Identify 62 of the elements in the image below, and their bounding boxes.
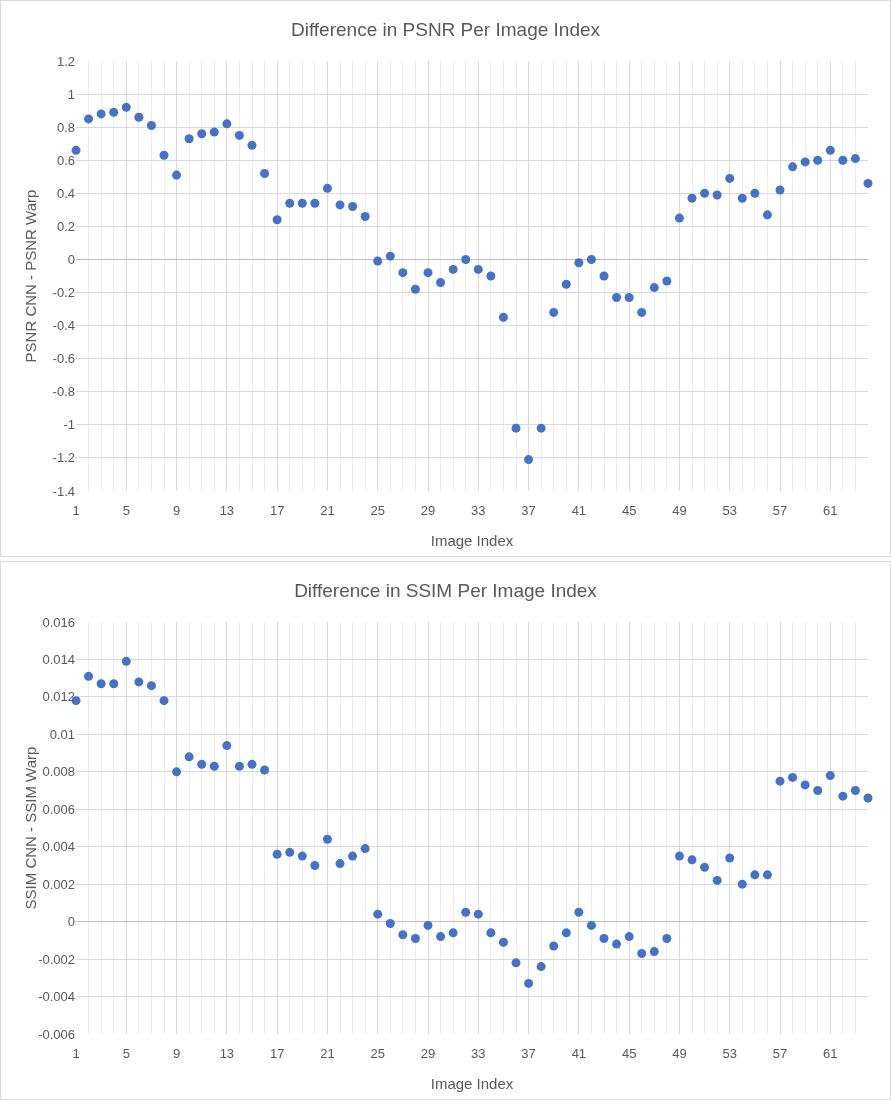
y-tick-label: 0.016 [42, 614, 75, 630]
x-tick-label: 45 [621, 503, 637, 518]
x-tick-label: 9 [172, 503, 181, 518]
x-tick-label: 53 [722, 1046, 737, 1061]
x-tick-label: 61 [823, 503, 838, 518]
y-tick-label: -0.6 [52, 351, 75, 367]
y-tick-label: 0 [67, 252, 75, 268]
x-tick-label: 25 [370, 1046, 385, 1061]
x-axis-title: Image Index [430, 532, 514, 549]
y-tick-label: 0.2 [56, 218, 75, 234]
chart-title: Difference in SSIM Per Image Index [294, 579, 598, 601]
y-tick-label: -0.2 [52, 285, 75, 301]
x-tick-label: 5 [122, 503, 130, 518]
y-axis-title: PSNR CNN - PSNR Warp [22, 189, 39, 363]
x-tick-label: 5 [122, 1046, 130, 1061]
x-tick-label: 49 [672, 1046, 687, 1061]
y-tick-label: -1.4 [52, 483, 75, 499]
x-tick-label: 53 [722, 503, 737, 518]
x-tick-label: 21 [320, 1046, 335, 1061]
x-tick-label: 17 [269, 1046, 285, 1061]
y-tick-label: -0.8 [52, 384, 75, 400]
x-tick-label: 41 [571, 503, 587, 518]
x-tick-label: 9 [172, 1046, 181, 1061]
y-tick-label: 0.01 [49, 726, 75, 742]
y-tick-label: 0.004 [42, 839, 75, 855]
x-tick-label: 49 [672, 503, 687, 518]
x-tick-label: 33 [471, 503, 486, 518]
x-tick-label: 57 [772, 1046, 788, 1061]
x-tick-label: 41 [571, 1046, 587, 1061]
y-tick-label: -0.006 [38, 1026, 75, 1042]
y-tick-label: 1.2 [56, 53, 75, 69]
y-tick-label: 0.4 [56, 185, 75, 201]
y-tick-label: -1 [63, 417, 75, 433]
y-tick-label: 0.008 [42, 764, 75, 780]
x-tick-label: 29 [420, 1046, 436, 1061]
y-tick-label: -0.002 [38, 951, 75, 967]
y-tick-label: 0.002 [42, 876, 75, 892]
x-tick-label: 13 [219, 503, 235, 518]
y-tick-label: 0 [67, 914, 75, 930]
y-tick-label: 0.014 [42, 652, 75, 667]
x-tick-label: 25 [370, 503, 385, 518]
y-tick-label: 1 [67, 86, 75, 102]
y-tick-label: 0.012 [42, 689, 75, 705]
chart-title: Difference in PSNR Per Image Index [290, 18, 601, 40]
x-tick-label: 37 [521, 1046, 536, 1061]
y-tick-label: -1.2 [52, 450, 75, 466]
y-tick-label: 0.8 [56, 119, 75, 135]
x-tick-label: 13 [219, 1046, 235, 1061]
x-tick-label: 61 [823, 1046, 838, 1061]
x-tick-label: 17 [269, 503, 285, 518]
y-tick-label: 0.6 [56, 152, 75, 168]
x-tick-label: 37 [521, 503, 536, 518]
y-axis-title: SSIM CNN - SSIM Warp [22, 746, 39, 910]
x-tick-label: 29 [420, 503, 436, 518]
y-tick-label: -0.4 [52, 318, 75, 334]
x-tick-label: 21 [320, 503, 335, 518]
x-tick-label: 33 [471, 1046, 486, 1061]
y-tick-label: -0.004 [38, 989, 75, 1005]
x-axis-title: Image Index [430, 1075, 514, 1092]
y-tick-label: 0.006 [42, 801, 75, 817]
x-tick-label: 57 [772, 503, 788, 518]
x-tick-label: 45 [621, 1046, 637, 1061]
